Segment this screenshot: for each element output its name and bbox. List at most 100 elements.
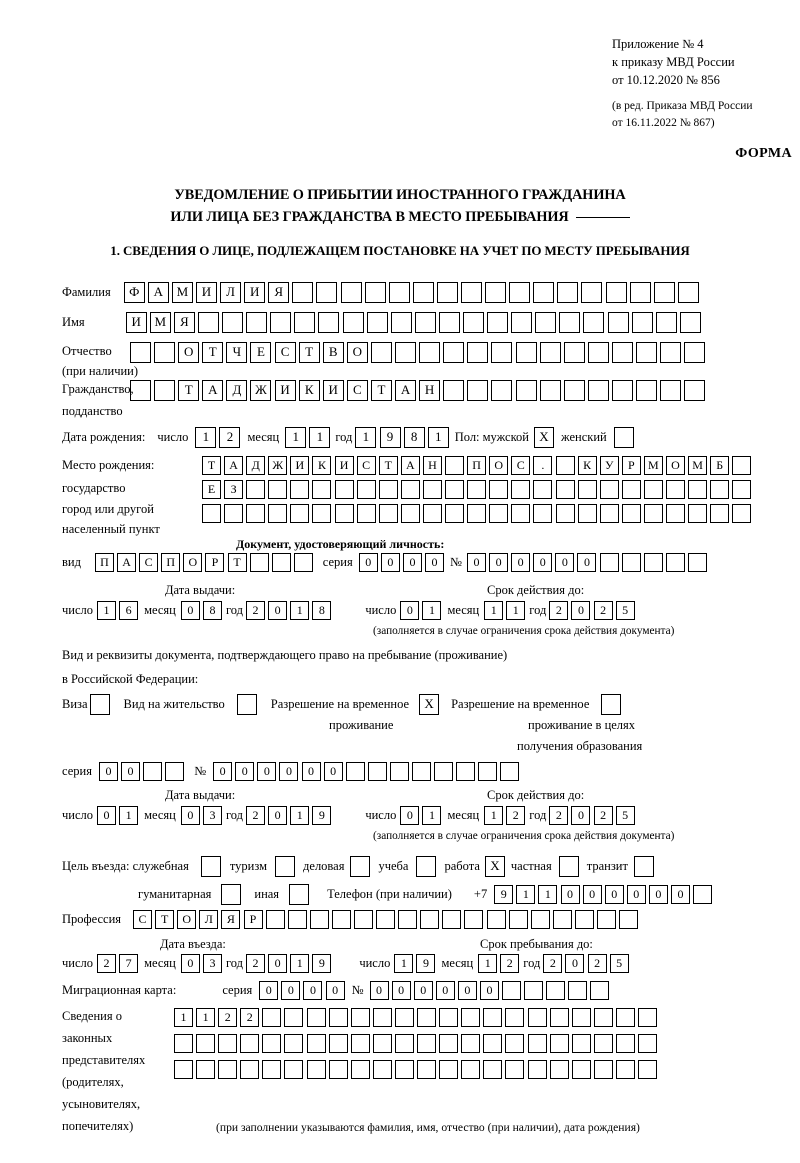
input-cell[interactable] [605,282,627,303]
input-cell[interactable] [394,1060,414,1079]
input-cell[interactable] [294,312,316,333]
input-cell[interactable]: Б [710,456,730,475]
input-cell[interactable]: 2 [246,954,266,973]
input-cell[interactable] [637,1060,657,1079]
input-cell[interactable]: Я [173,312,195,333]
input-cell[interactable] [577,480,597,499]
residence-permit-checkbox[interactable] [236,694,257,715]
sex-female-checkbox[interactable] [613,427,634,448]
input-cell[interactable]: 1 [309,427,331,448]
input-cell[interactable]: П [94,553,114,572]
input-cell[interactable]: 1 [516,885,536,904]
input-cell[interactable] [130,380,151,401]
input-cell[interactable]: 0 [180,954,200,973]
input-cell[interactable] [265,910,285,929]
input-cell[interactable]: 0 [268,954,288,973]
input-cell[interactable] [372,1008,392,1027]
input-cell[interactable] [174,1034,193,1053]
input-cell[interactable] [262,1060,282,1079]
input-cell[interactable]: 1 [506,601,526,620]
input-cell[interactable] [489,504,509,523]
input-cell[interactable]: М [643,456,663,475]
input-cell[interactable] [631,312,653,333]
input-cell[interactable] [270,312,292,333]
input-cell[interactable] [353,910,373,929]
input-cell[interactable] [599,553,619,572]
input-cell[interactable] [571,1060,591,1079]
input-cell[interactable] [533,504,553,523]
input-cell[interactable] [350,1060,370,1079]
input-cell[interactable] [394,1034,414,1053]
input-cell[interactable]: 9 [494,885,514,904]
input-cell[interactable] [505,1060,525,1079]
input-cell[interactable] [312,504,332,523]
input-cell[interactable] [535,312,557,333]
input-cell[interactable]: А [202,380,224,401]
input-cell[interactable] [557,282,579,303]
input-cell[interactable]: 0 [391,981,411,1000]
input-cell[interactable] [390,312,412,333]
input-cell[interactable] [422,480,442,499]
input-cell[interactable]: 0 [121,762,141,781]
input-cell[interactable] [515,380,537,401]
input-cell[interactable]: Т [202,456,221,475]
input-cell[interactable] [246,480,266,499]
input-cell[interactable] [356,504,376,523]
input-cell[interactable] [546,981,566,1000]
input-cell[interactable] [284,1034,304,1053]
input-cell[interactable]: 0 [235,762,255,781]
purpose-study-checkbox[interactable] [416,856,437,877]
input-cell[interactable] [196,1060,216,1079]
input-cell[interactable] [388,282,410,303]
input-cell[interactable] [417,1034,437,1053]
input-cell[interactable] [505,1034,525,1053]
input-cell[interactable] [378,504,398,523]
input-cell[interactable]: 0 [402,553,422,572]
input-cell[interactable]: О [346,342,368,363]
input-cell[interactable] [464,910,484,929]
birthplace-grid-3[interactable] [202,504,752,523]
input-cell[interactable]: 2 [97,954,117,973]
input-cell[interactable] [246,312,268,333]
input-cell[interactable]: С [346,380,368,401]
input-cell[interactable]: О [489,456,509,475]
input-cell[interactable]: Д [226,380,248,401]
input-cell[interactable] [607,312,629,333]
input-cell[interactable]: 9 [416,954,436,973]
input-cell[interactable] [345,762,365,781]
input-cell[interactable] [539,342,561,363]
input-cell[interactable] [461,1034,481,1053]
input-cell[interactable]: 1 [196,1008,216,1027]
input-cell[interactable] [621,553,641,572]
input-cell[interactable] [643,553,663,572]
input-cell[interactable] [568,981,588,1000]
input-cell[interactable]: И [125,312,147,333]
input-cell[interactable] [240,1060,260,1079]
purpose-official-checkbox[interactable] [200,856,221,877]
input-cell[interactable] [306,1060,326,1079]
input-cell[interactable]: В [322,342,344,363]
input-cell[interactable]: Р [243,910,263,929]
input-cell[interactable] [563,342,585,363]
input-cell[interactable] [419,342,441,363]
input-cell[interactable] [665,480,685,499]
input-cell[interactable] [395,342,417,363]
input-cell[interactable] [370,342,392,363]
input-cell[interactable] [224,504,244,523]
input-cell[interactable]: М [149,312,171,333]
input-cell[interactable]: 5 [609,954,629,973]
input-cell[interactable] [443,380,465,401]
input-cell[interactable]: И [274,380,296,401]
input-cell[interactable] [574,910,594,929]
input-cell[interactable]: О [177,910,197,929]
input-cell[interactable]: И [244,282,266,303]
